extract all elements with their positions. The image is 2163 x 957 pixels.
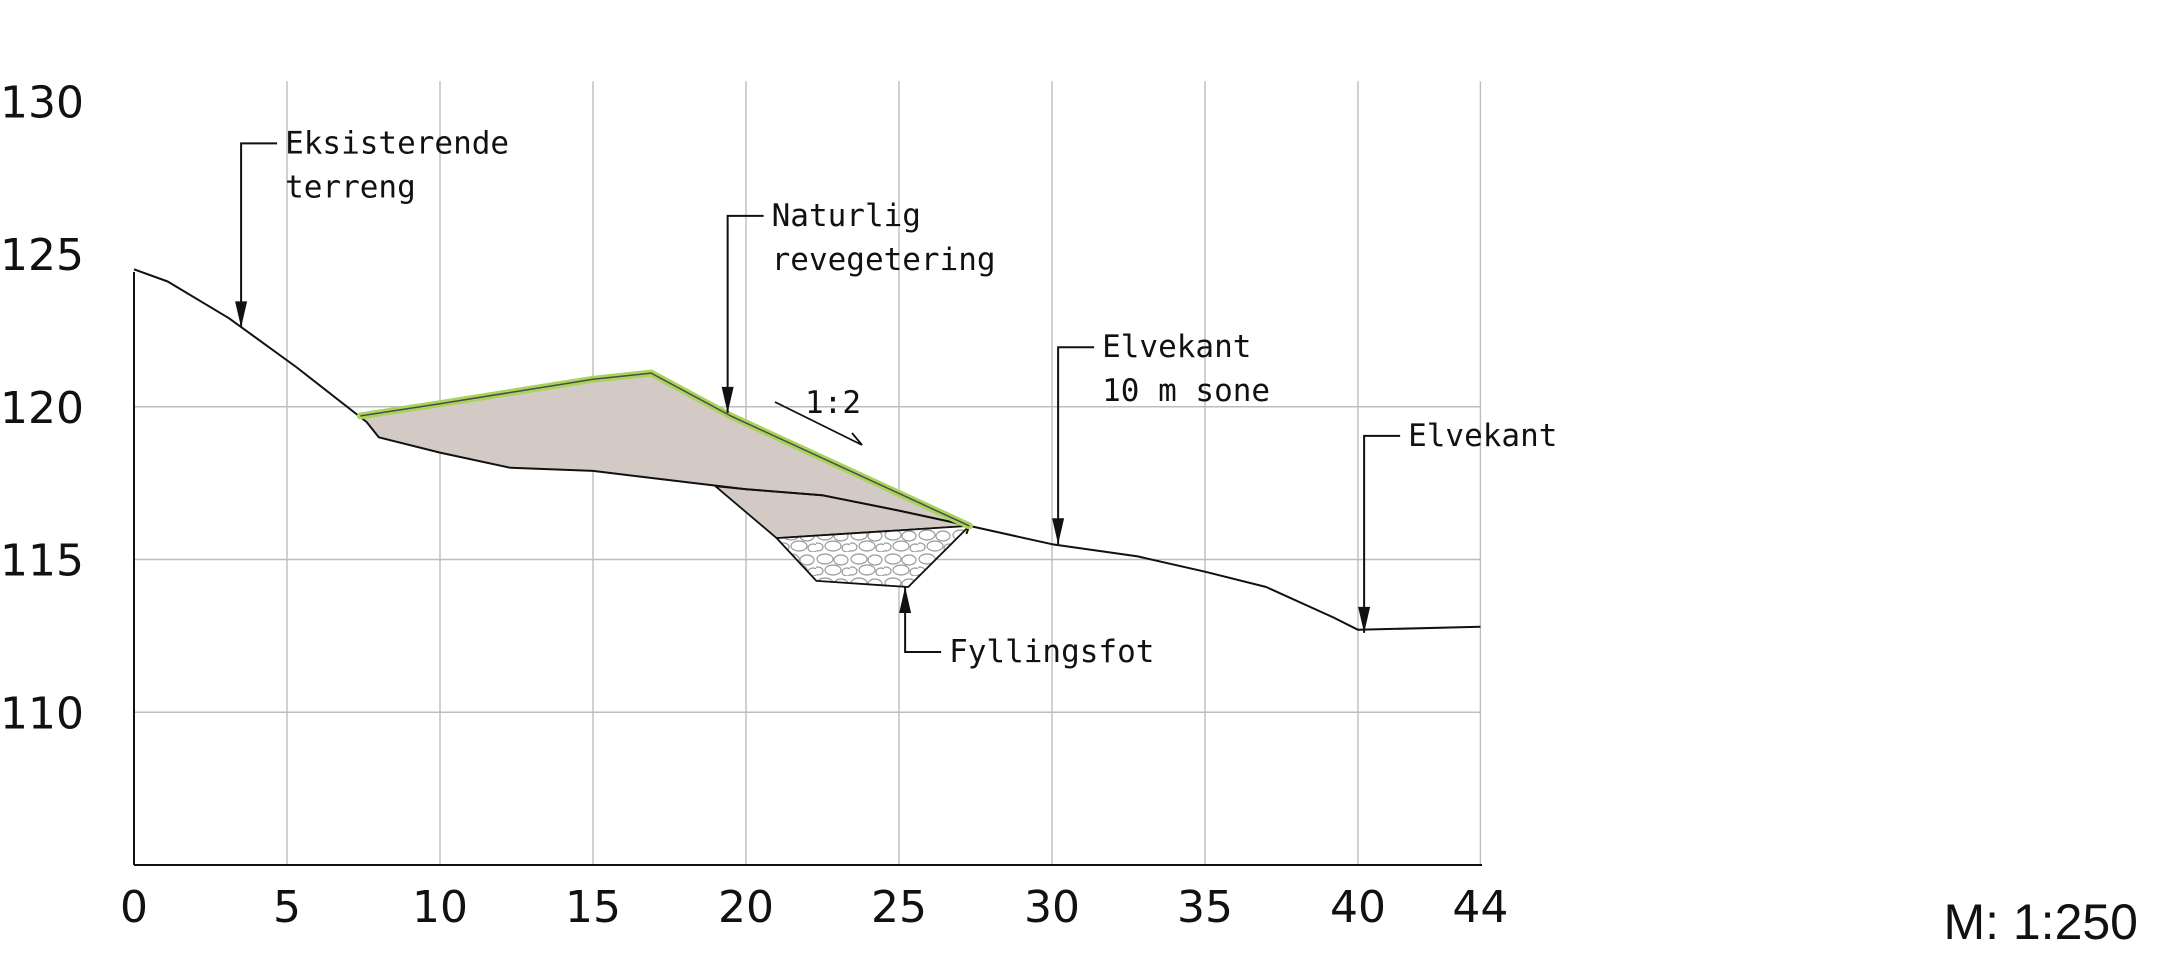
annotations: Eksisterende terreng Naturlig revegetering E… — [235, 125, 1557, 670]
fill-areas — [360, 373, 971, 588]
annotation: Eksisterende terreng — [235, 125, 509, 328]
slope-arrow — [774, 401, 863, 446]
x-tick-label: 5 — [273, 882, 301, 933]
y-tick-label: 110 — [0, 688, 84, 739]
scale-label: M: 1:250 — [1943, 894, 2138, 950]
annotation-leader — [1057, 346, 1095, 545]
annotation-label: Fyllingsfot — [949, 634, 1154, 670]
terrain-lines — [133, 268, 1481, 631]
slope-label: 1:2 — [805, 385, 861, 421]
y-tick-label: 115 — [0, 536, 84, 587]
annotation-leader — [726, 214, 764, 413]
annotation-arrowhead — [721, 386, 734, 413]
x-tick-label: 35 — [1177, 882, 1233, 933]
annotation-leader — [1363, 434, 1401, 633]
x-tick-label: 40 — [1330, 882, 1386, 933]
tick-labels: 0 5 10 15 20 25 30 35 40 44 110 115 120 125 130 — [0, 77, 1508, 933]
y-tick-label: 125 — [0, 230, 84, 281]
existing-terrain-line — [133, 268, 1481, 631]
annotation-label: revegetering — [772, 242, 996, 278]
annotation: Fyllingsfot — [899, 586, 1154, 670]
x-tick-label: 15 — [565, 882, 621, 933]
annotation-label: Eksisterende — [285, 125, 509, 161]
slope-indicator: 1:2 — [774, 385, 863, 446]
x-tick-label: 44 — [1452, 882, 1508, 933]
x-tick-label: 25 — [871, 882, 927, 933]
y-tick-label: 130 — [0, 77, 84, 128]
x-tick-label: 10 — [412, 882, 468, 933]
annotation-arrowhead — [1358, 606, 1371, 633]
annotation: Elvekant 10 m sone — [1052, 329, 1270, 545]
annotation-label: Elvekant — [1102, 329, 1251, 365]
annotation: Naturlig revegetering — [721, 198, 996, 413]
annotation-label: Naturlig — [772, 198, 921, 234]
annotation-arrowhead — [899, 586, 912, 613]
annotation-label: 10 m sone — [1102, 373, 1270, 409]
x-tick-label: 0 — [120, 882, 148, 933]
x-tick-label: 20 — [718, 882, 774, 933]
y-tick-label: 120 — [0, 383, 84, 434]
axes — [133, 272, 1482, 866]
annotation-label: terreng — [285, 169, 416, 205]
annotation-leader — [904, 586, 942, 653]
fill-body — [360, 373, 970, 526]
x-tick-label: 30 — [1024, 882, 1080, 933]
grid — [134, 81, 1482, 865]
annotation: Elvekant — [1358, 418, 1557, 633]
annotation-arrowhead — [235, 301, 248, 328]
fill-surface-line — [360, 372, 970, 527]
annotation-label: Elvekant — [1408, 418, 1557, 454]
toe-stone-fill — [775, 525, 971, 588]
annotation-leader — [240, 142, 278, 328]
annotation-arrowhead — [1052, 518, 1065, 545]
